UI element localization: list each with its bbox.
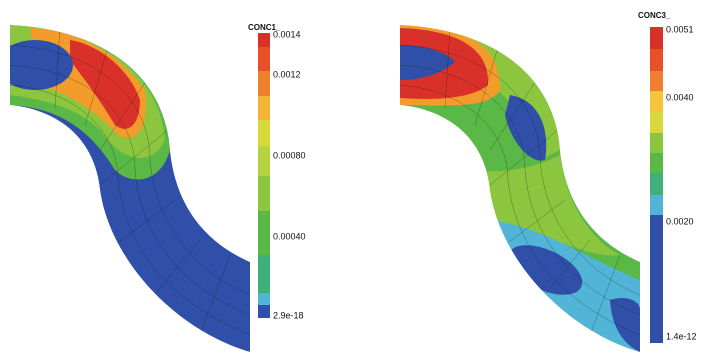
colorbar-tick-label: 0.00040	[273, 231, 306, 241]
colorbar-title: CONC3_	[638, 11, 671, 20]
colorbar-tick-label: 0.0051	[666, 24, 694, 34]
colorbar-tick-label: 0.0012	[273, 69, 301, 79]
contour-plot-left	[10, 25, 250, 352]
colorbar-right: CONC3_ 0.0051 0.0040 0.0020 1.4e-12	[638, 11, 697, 343]
colorbar-tick-label: 0.00080	[273, 150, 306, 160]
contour-plot-right	[400, 25, 640, 352]
colorbar-left: CONC1_ 0.0014 0.0012 0.00080 0.00040 2.9…	[248, 23, 306, 320]
colorbar-tick-label: 0.0014	[273, 29, 301, 39]
colorbar-tick-label: 0.0040	[666, 92, 694, 102]
colorbar-tick-label: 0.0020	[666, 216, 694, 226]
colorbar-tick-label: 1.4e-12	[666, 331, 697, 341]
colorbar-title: CONC1_	[248, 23, 281, 32]
colorbar-tick-label: 2.9e-18	[273, 310, 304, 320]
